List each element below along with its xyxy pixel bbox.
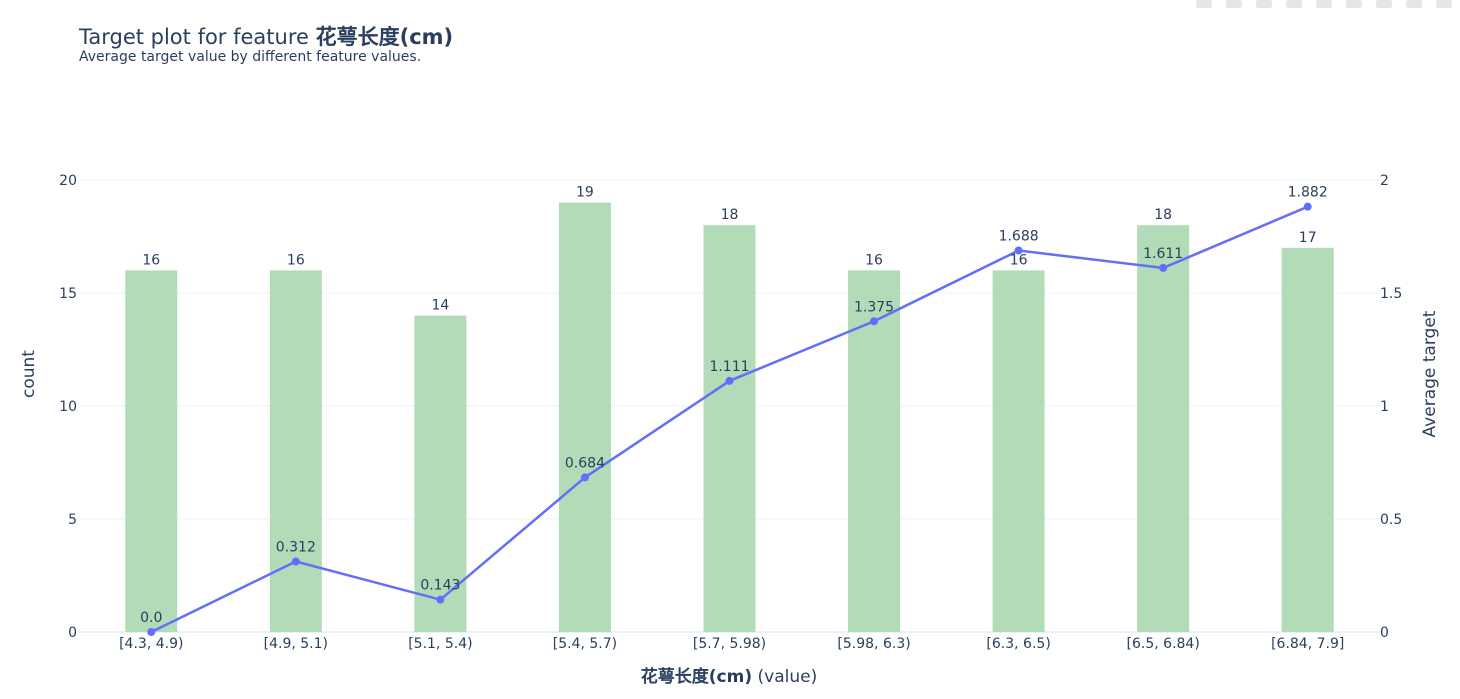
bar-value-label: 16 bbox=[1010, 252, 1028, 268]
y-axis-right-title: Average target bbox=[1420, 310, 1440, 437]
line-series bbox=[147, 202, 1312, 636]
x-axis-title-feature: 花萼长度(cm) bbox=[641, 666, 752, 687]
y-right-tick-label: 0.5 bbox=[1380, 512, 1402, 528]
line-point[interactable] bbox=[436, 595, 445, 604]
line-value-label: 0.0 bbox=[140, 610, 162, 626]
y-left-tick-label: 0 bbox=[68, 625, 77, 641]
x-tick-label: [6.84, 7.9] bbox=[1271, 636, 1344, 652]
bar-value-label: 19 bbox=[576, 185, 594, 201]
bar[interactable] bbox=[558, 202, 611, 632]
bar-value-label: 18 bbox=[721, 207, 739, 223]
autoscale-icon[interactable] bbox=[1406, 0, 1422, 8]
title-block: Target plot for feature 花萼长度(cm) Average… bbox=[79, 22, 453, 65]
chart-title: Target plot for feature 花萼长度(cm) bbox=[79, 22, 453, 52]
y-right-tick-label: 0 bbox=[1380, 625, 1389, 641]
bar-series bbox=[125, 202, 1334, 633]
line-point[interactable] bbox=[1303, 202, 1312, 211]
y-right-tick-label: 2 bbox=[1380, 173, 1389, 189]
zoom-icon[interactable] bbox=[1226, 0, 1242, 8]
line-point[interactable] bbox=[870, 317, 879, 326]
y-right-tick-label: 1.5 bbox=[1380, 286, 1402, 302]
bar-value-label: 16 bbox=[865, 252, 883, 268]
chart-title-feature: 花萼长度(cm) bbox=[315, 25, 454, 49]
bar-value-label: 16 bbox=[142, 252, 160, 268]
select-box-icon[interactable] bbox=[1286, 0, 1302, 8]
line-value-label: 1.688 bbox=[999, 229, 1039, 245]
line-value-label: 1.882 bbox=[1288, 185, 1328, 201]
data-labels: 16 16 14 19 18 16 16 18 17 0.0 0.312 0.143 0.684 1.11… bbox=[140, 185, 1328, 626]
y-left-tick-label: 10 bbox=[59, 399, 77, 415]
bar-value-label: 18 bbox=[1154, 207, 1172, 223]
line-value-label: 1.111 bbox=[709, 359, 749, 375]
bar-value-label: 16 bbox=[287, 252, 305, 268]
y-left-tick-label: 20 bbox=[59, 173, 77, 189]
line-value-label: 0.684 bbox=[565, 455, 605, 471]
line-point[interactable] bbox=[725, 376, 734, 385]
y-left-tick-label: 5 bbox=[68, 512, 77, 528]
x-tick-label: [5.4, 5.7) bbox=[553, 636, 617, 652]
lasso-icon[interactable] bbox=[1316, 0, 1332, 8]
bar-value-label: 14 bbox=[431, 298, 449, 314]
line-value-label: 0.143 bbox=[420, 578, 460, 594]
x-tick-label: [6.5, 6.84) bbox=[1127, 636, 1200, 652]
line-point[interactable] bbox=[1159, 263, 1168, 272]
x-axis-title-suffix: (value) bbox=[752, 667, 817, 687]
bar[interactable] bbox=[703, 225, 756, 632]
line-value-label: 0.312 bbox=[276, 539, 316, 555]
bar-value-label: 17 bbox=[1299, 230, 1317, 246]
axes: 0 5 10 15 20 0 0.5 1 1.5 2 [4.3, 4.9) [4.9, 5.1) [5.… bbox=[59, 173, 1402, 652]
zoom-out-icon[interactable] bbox=[1376, 0, 1392, 8]
bar[interactable] bbox=[269, 270, 322, 632]
reset-axes-icon[interactable] bbox=[1436, 0, 1452, 8]
zoom-in-icon[interactable] bbox=[1346, 0, 1362, 8]
x-tick-label: [4.3, 4.9) bbox=[119, 636, 183, 652]
line-point[interactable] bbox=[1014, 246, 1023, 255]
bar[interactable] bbox=[1281, 247, 1334, 633]
line-value-label: 1.375 bbox=[854, 299, 894, 315]
line-point[interactable] bbox=[580, 473, 589, 482]
bar[interactable] bbox=[848, 270, 901, 632]
chart-subtitle: Average target value by different featur… bbox=[79, 49, 422, 65]
x-tick-label: [4.9, 5.1) bbox=[264, 636, 328, 652]
bar[interactable] bbox=[125, 270, 178, 632]
bar[interactable] bbox=[414, 315, 467, 632]
bar[interactable] bbox=[992, 270, 1045, 632]
bar[interactable] bbox=[1137, 225, 1190, 632]
x-tick-label: [5.98, 6.3) bbox=[837, 636, 910, 652]
line-point[interactable] bbox=[291, 557, 300, 566]
line-point[interactable] bbox=[147, 628, 156, 636]
modebar bbox=[1196, 0, 1452, 8]
camera-icon[interactable] bbox=[1196, 0, 1212, 8]
pan-icon[interactable] bbox=[1256, 0, 1272, 8]
x-tick-label: [5.1, 5.4) bbox=[408, 636, 472, 652]
x-tick-label: [6.3, 6.5) bbox=[986, 636, 1050, 652]
y-left-tick-label: 15 bbox=[59, 286, 77, 302]
chart-title-prefix: Target plot for feature bbox=[79, 25, 316, 49]
x-axis-title: 花萼长度(cm) (value) bbox=[641, 666, 817, 687]
line-value-label: 1.611 bbox=[1143, 246, 1183, 262]
y-axis-left-title: count bbox=[19, 350, 39, 398]
y-right-tick-label: 1 bbox=[1380, 399, 1389, 415]
x-tick-label: [5.7, 5.98) bbox=[693, 636, 766, 652]
